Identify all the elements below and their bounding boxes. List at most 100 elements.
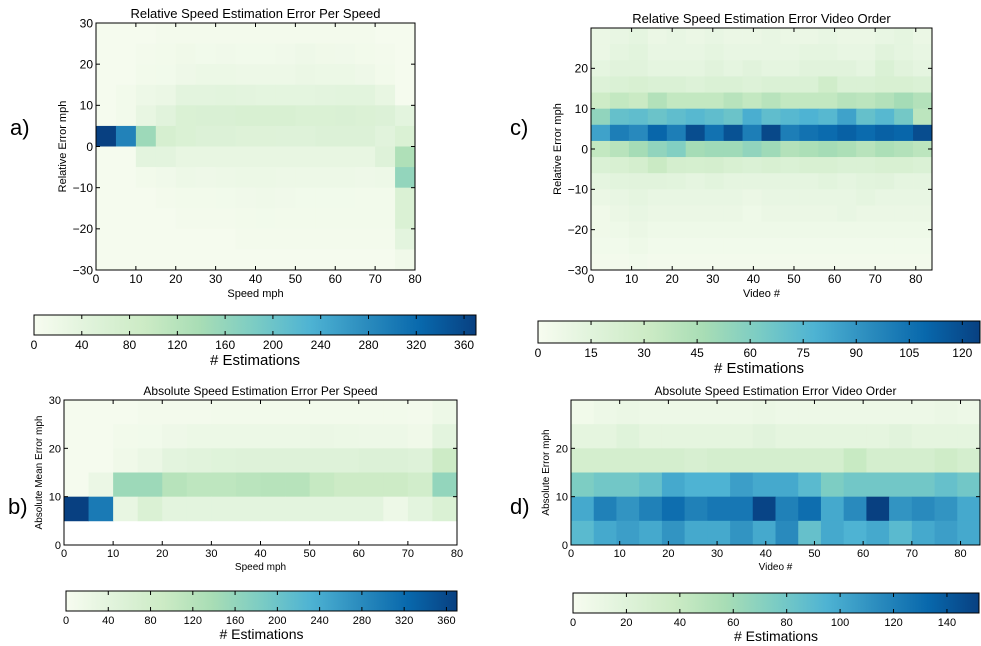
heatmap-cell-a	[96, 23, 117, 44]
heatmap-cell-c	[647, 189, 668, 206]
heatmap-cell-c	[591, 173, 611, 190]
heatmap-cell-a	[115, 105, 137, 127]
heatmap-cell-a	[115, 228, 137, 250]
heatmap-cell-c	[723, 76, 743, 93]
heatmap-cell-b	[235, 400, 261, 425]
heatmap-cell-c	[818, 237, 838, 255]
heatmap-cell-c	[628, 189, 649, 206]
colorbar-tick-label-c: 60	[743, 346, 757, 360]
heatmap-cell-d	[775, 496, 799, 522]
heatmap-cell-c	[723, 237, 743, 255]
heatmap-cell-b	[64, 424, 89, 449]
heatmap-cell-a	[235, 43, 256, 65]
heatmap-cell-c	[628, 140, 649, 158]
heatmap-cell-c	[704, 108, 725, 126]
heatmap-cell-c	[799, 253, 819, 271]
heatmap-cell-b	[309, 424, 335, 449]
heatmap-cell-c	[799, 108, 819, 126]
heatmap-cell-c	[818, 173, 838, 190]
x-tick-label-b: 40	[254, 548, 266, 560]
heatmap-cell-b	[235, 496, 261, 522]
heatmap-cell-d	[820, 400, 845, 425]
heatmap-cell-d	[889, 424, 913, 449]
heatmap-cell-a	[255, 249, 276, 271]
heatmap-cell-a	[235, 64, 256, 86]
heatmap-cell-d	[775, 400, 799, 425]
heatmap-cell-c	[837, 221, 857, 239]
heatmap-cell-d	[730, 496, 754, 522]
heatmap-cell-c	[837, 205, 857, 222]
heatmap-cell-a	[375, 187, 396, 209]
x-tick-label-c: 80	[909, 272, 923, 286]
heatmap-cell-d	[571, 496, 595, 522]
heatmap-cell-c	[913, 253, 933, 271]
heatmap-cell-c	[780, 76, 800, 93]
x-tick-label-d: 20	[662, 548, 674, 560]
y-tick-label-c: −30	[568, 263, 589, 277]
colorbar-tick-label-c: 0	[535, 346, 542, 360]
heatmap-cell-b	[260, 448, 286, 473]
heatmap-cell-c	[647, 44, 668, 61]
heatmap-cell-d	[571, 400, 595, 425]
heatmap-cell-b	[334, 448, 360, 473]
colorbar-tick-label-d: 140	[938, 617, 956, 629]
heatmap-cell-a	[355, 105, 376, 127]
heatmap-cell-c	[742, 189, 762, 206]
heatmap-cell-d	[843, 520, 867, 546]
heatmap-cell-c	[609, 157, 630, 174]
heatmap-cell-c	[913, 173, 933, 190]
heatmap-cell-c	[856, 237, 876, 255]
heatmap-cell-c	[742, 124, 762, 142]
heatmap-cell-a	[215, 146, 236, 168]
heatmap-cell-b	[235, 472, 261, 498]
heatmap-cell-d	[866, 520, 890, 546]
heatmap-cell-c	[856, 124, 876, 142]
colorbar-tick-label-d: 120	[884, 617, 902, 629]
chart-title-a: Relative Speed Estimation Error Per Spee…	[130, 6, 380, 21]
heatmap-cell-a	[275, 84, 296, 106]
heatmap-cell-a	[215, 228, 236, 250]
heatmap-cell-a	[115, 187, 137, 209]
heatmap-cell-c	[818, 253, 838, 271]
heatmap-cell-c	[818, 140, 838, 158]
heatmap-cell-c	[685, 189, 706, 206]
heatmap-cell-c	[761, 173, 781, 190]
heatmap-cell-b	[162, 448, 188, 473]
y-tick-label-a: −30	[73, 263, 94, 277]
heatmap-cell-d	[707, 424, 731, 449]
heatmap-cell-a	[295, 187, 316, 209]
heatmap-cell-c	[856, 108, 876, 126]
heatmap-cell-a	[295, 208, 316, 230]
heatmap-cell-c	[761, 205, 781, 222]
heatmap-cell-a	[235, 249, 256, 271]
heatmap-cell-a	[395, 249, 416, 271]
colorbar-label-b: # Estimations	[219, 626, 303, 642]
heatmap-cell-c	[799, 205, 819, 222]
x-tick-label-d: 60	[857, 548, 869, 560]
heatmap-cell-c	[894, 76, 914, 93]
heatmap-cell-a	[215, 43, 236, 65]
heatmap-cell-c	[818, 221, 838, 239]
heatmap-cell-c	[647, 205, 668, 222]
heatmap-cell-c	[628, 108, 649, 126]
heatmap-cell-c	[742, 253, 762, 271]
heatmap-cell-c	[894, 205, 914, 222]
heatmap-cell-c	[704, 157, 725, 174]
heatmap-cell-a	[355, 249, 376, 271]
x-tick-label-a: 30	[209, 272, 223, 286]
heatmap-cell-a	[395, 208, 416, 230]
heatmap-cell-c	[704, 237, 725, 255]
heatmap-cell-a	[96, 43, 117, 65]
heatmap-cell-a	[295, 23, 316, 44]
heatmap-cell-a	[155, 105, 177, 127]
heatmap-cell-a	[375, 146, 396, 168]
heatmap-cell-b	[383, 496, 409, 522]
heatmap-cell-c	[875, 157, 895, 174]
heatmap-cell-a	[255, 43, 276, 65]
heatmap-cell-a	[255, 146, 276, 168]
heatmap-cell-c	[666, 124, 687, 142]
heatmap-cell-c	[875, 140, 895, 158]
heatmap-cell-a	[275, 125, 296, 147]
heatmap-cell-c	[666, 221, 687, 239]
heatmap-cell-c	[742, 205, 762, 222]
